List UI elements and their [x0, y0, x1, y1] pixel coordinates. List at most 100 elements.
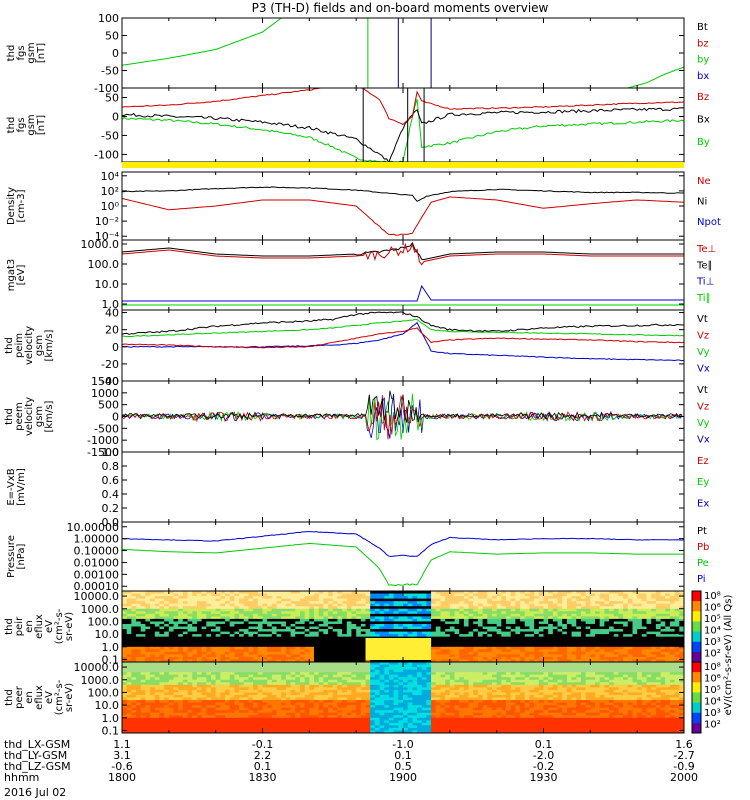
spectrogram-bin [299, 616, 306, 620]
spectrogram-bin [379, 621, 385, 625]
spectrogram-bin [529, 618, 535, 623]
spectrogram-bin [182, 679, 189, 683]
spectrogram-bin [379, 601, 385, 605]
spectrogram-bin [309, 636, 315, 640]
spectrogram-bin [136, 634, 142, 638]
spectrogram-bin [482, 603, 488, 607]
spectrogram-bin [506, 626, 512, 630]
spectrogram-bin [557, 606, 563, 610]
spectrogram-bin [435, 603, 442, 607]
spectrogram-bin [440, 601, 446, 605]
spectrogram-bin [449, 606, 456, 610]
spectrogram-bin [210, 626, 217, 630]
spectrogram-bin [267, 662, 273, 666]
spectrogram-bin [178, 598, 184, 602]
spectrogram-bin [253, 669, 259, 673]
spectrogram-bin [342, 631, 348, 635]
y-axis-label: peem [14, 402, 25, 430]
spectrogram-bin [585, 616, 591, 620]
spectrogram-bin [646, 603, 652, 607]
spectrogram-bin [403, 631, 409, 635]
spectrogram-bin [576, 644, 582, 648]
spectrogram-bin [173, 654, 179, 658]
spectrogram-bin [332, 621, 339, 625]
spectrogram-bin [459, 644, 465, 648]
spectrogram-bin [595, 626, 601, 630]
spectrogram-bin [543, 621, 549, 625]
spectrogram-bin [215, 667, 221, 671]
spectrogram-bin [454, 606, 460, 610]
spectrogram-bin [271, 608, 278, 612]
spectrogram-bin [234, 720, 240, 724]
spectrogram-bin [491, 656, 498, 661]
colorbar-label: 10⁴ [704, 625, 721, 636]
spectrogram-bin [613, 631, 620, 635]
spectrogram-bin [187, 596, 193, 600]
spectrogram-bin [239, 654, 245, 658]
spectrogram-bin [285, 598, 292, 602]
spectrogram-bin [323, 593, 329, 597]
spectrogram-bin [651, 659, 657, 662]
spectrogram-bin [150, 623, 156, 628]
spectrogram-bin [145, 636, 151, 640]
spectrogram-bin [150, 674, 156, 678]
spectrogram-bin [384, 593, 390, 597]
spectrogram-bin [187, 611, 193, 615]
spectrogram-bin [131, 644, 137, 648]
spectrogram-bin [210, 593, 217, 597]
spectrogram-bin [323, 618, 329, 623]
spectrogram-bin [445, 649, 451, 653]
spectrogram-bin [271, 730, 278, 733]
spectrogram-bin [239, 725, 245, 729]
spectrogram-bin [271, 629, 278, 633]
spectrogram-bin [229, 611, 235, 615]
spectrogram-bin [182, 644, 189, 648]
spectrogram-bin [618, 639, 624, 643]
spectrogram-bin [131, 598, 137, 602]
spectrogram-bin [449, 641, 456, 645]
spectrogram-bin [623, 601, 629, 605]
spectrogram-bin [520, 596, 526, 600]
spectrogram-bin [454, 608, 460, 612]
spectrogram-bin [590, 646, 596, 650]
spectrogram-bin [501, 636, 507, 640]
spectrogram-bin [145, 646, 151, 650]
spectrogram-bin [510, 618, 516, 623]
spectrogram-bin [599, 606, 605, 610]
spectrogram-bin [571, 606, 577, 610]
spectrogram-bin [295, 717, 301, 721]
spectrogram-bin [304, 596, 310, 600]
spectrogram-bin [220, 712, 226, 716]
spectrogram-bin [360, 596, 367, 600]
spectrogram-bin [276, 674, 282, 678]
spectrogram-bin [365, 593, 371, 597]
spectrogram-bin [651, 654, 657, 658]
spectrogram-bin [136, 684, 142, 688]
panel-plot-peim [122, 311, 684, 362]
spectrogram-bin [164, 644, 170, 648]
spectrogram-bin [210, 717, 217, 721]
spectrogram-bin [154, 677, 161, 681]
spectrogram-bin [473, 591, 479, 595]
spectrogram-bin [473, 646, 479, 650]
spectrogram-bin [641, 593, 648, 597]
spectrogram-bin [613, 651, 620, 655]
spectrogram-bin [431, 591, 437, 595]
spectrogram-bin [426, 606, 432, 610]
spectrogram-bin [468, 626, 474, 630]
spectrogram-bin [210, 682, 217, 686]
spectrogram-bin [168, 727, 175, 732]
spectrogram-bin [613, 593, 620, 597]
spectrogram-bin [248, 725, 254, 729]
spectrogram-bin [590, 659, 596, 662]
spectrogram-bin [150, 656, 156, 661]
spectrogram-bin [154, 667, 161, 671]
spectrogram-bin [154, 639, 161, 643]
spectrogram-bin [215, 629, 221, 633]
spectrogram-bin [178, 603, 184, 607]
spectrogram-bin [576, 636, 582, 640]
spectrogram-bin [196, 727, 203, 732]
spectrogram-bin [225, 608, 231, 612]
spectrogram-bin [346, 598, 353, 602]
y-tick-label: -1000 [87, 434, 119, 447]
